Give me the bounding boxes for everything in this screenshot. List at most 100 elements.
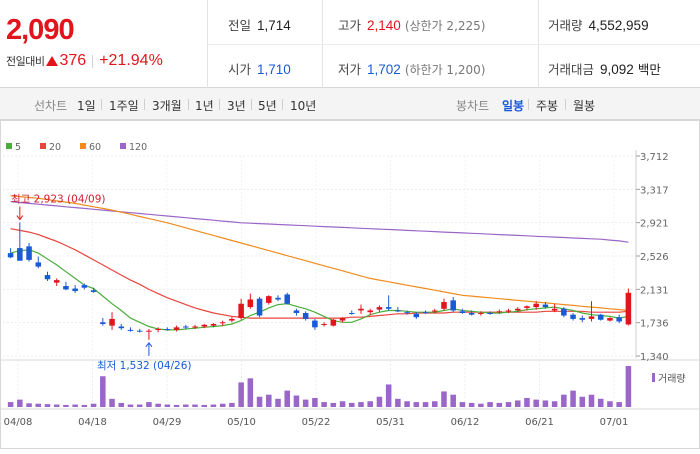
candle-body: [588, 316, 595, 319]
up-triangle-icon: [46, 56, 59, 66]
candle-body: [551, 308, 558, 311]
candle-body: [597, 314, 604, 320]
volume-bar: [330, 402, 337, 407]
price-change-row: 전일대비 376 +21.94%: [6, 52, 163, 70]
candle-body: [505, 310, 512, 312]
stat-value: 4,552,959: [588, 18, 649, 33]
volume-bar: [63, 404, 69, 407]
y-tick-label: 1,736: [640, 319, 669, 330]
volume-bar: [367, 401, 373, 407]
candle-body: [229, 318, 235, 321]
stat-label: 고가: [338, 18, 362, 33]
candle-body: [514, 308, 521, 311]
period-1y[interactable]: 1년: [195, 99, 214, 113]
candle-body: [256, 298, 263, 316]
volume-bar: [81, 404, 88, 407]
stat-volume: 거래량 4,552,959: [548, 15, 649, 34]
volume-bar: [229, 402, 235, 407]
stat-value: 2,140: [367, 18, 401, 33]
candle-body: [53, 280, 60, 283]
candle-body: [385, 307, 392, 309]
volume-bar: [192, 404, 198, 407]
candle-body: [72, 288, 78, 292]
volume-bar: [551, 401, 558, 407]
period-10y[interactable]: 10년: [290, 99, 317, 113]
volume-bar: [450, 394, 456, 407]
legend-swatch: [120, 143, 126, 149]
volume-bar: [321, 402, 327, 407]
x-tick-label: 04/18: [78, 417, 107, 428]
candle-body: [183, 326, 189, 328]
volume-bar: [266, 394, 272, 407]
volume-bar: [616, 402, 622, 407]
volume-bar: [505, 402, 512, 407]
period-1w[interactable]: 1주일: [109, 99, 139, 113]
x-tick-label: 05/22: [302, 417, 331, 428]
divider: [528, 99, 529, 110]
volume-bar: [26, 403, 32, 407]
volume-bar: [561, 394, 567, 407]
ma5-line: [10, 249, 629, 331]
candle-body: [90, 290, 97, 292]
candle-body: [201, 324, 208, 327]
stat-label: 시가: [228, 62, 252, 77]
volume-bar: [17, 399, 23, 407]
stat-label: 저가: [338, 62, 362, 77]
period-1d[interactable]: 1일: [77, 99, 96, 113]
volume-bar: [514, 400, 521, 407]
candle-body: [422, 312, 429, 314]
change-percent: +21.94%: [99, 52, 163, 69]
candle-body: [616, 317, 622, 322]
divider: [101, 99, 102, 110]
stat-high: 고가 2,140 (상한가 2,225): [338, 15, 485, 34]
volume-bar: [579, 396, 586, 407]
candle-body: [293, 310, 300, 313]
period-3m[interactable]: 3개월: [152, 99, 182, 113]
volume-bar: [431, 401, 438, 407]
volume-bar: [302, 399, 309, 407]
candle-body: [625, 292, 632, 325]
volume-bar: [339, 401, 346, 407]
volume-bar: [173, 404, 180, 407]
candle-body: [376, 307, 383, 310]
volume-bar: [275, 398, 281, 407]
divider: [208, 44, 700, 45]
volume-bar: [127, 404, 134, 407]
candle-body: [275, 297, 281, 300]
x-tick-label: 06/21: [525, 417, 554, 428]
volume-bar: [376, 396, 383, 407]
volume-bar: [597, 398, 604, 407]
x-tick-label: 05/10: [227, 417, 256, 428]
candle-body: [413, 313, 420, 318]
candle-body: [312, 320, 318, 328]
candle-chart-label: 봉차트: [456, 99, 490, 113]
period-5y[interactable]: 5년: [258, 99, 277, 113]
legend-swatch: [80, 143, 86, 149]
volume-bar: [118, 402, 125, 407]
stat-open: 시가 1,710: [228, 59, 291, 78]
high-arrow-icon: [16, 215, 24, 221]
volume-bar: [256, 396, 263, 407]
candle-weekly[interactable]: 주봉: [536, 99, 559, 113]
stat-value: 9,092: [600, 62, 634, 77]
candle-body: [118, 326, 125, 329]
candle-body: [395, 310, 401, 312]
volume-legend-label: 거래량: [658, 373, 686, 385]
period-3y[interactable]: 3년: [227, 99, 246, 113]
stat-amount: 거래대금 9,092 백만: [548, 59, 661, 78]
volume-bar: [146, 402, 152, 407]
candle-monthly[interactable]: 월봉: [573, 99, 596, 113]
volume-bar: [542, 400, 549, 407]
volume-bar: [44, 404, 51, 407]
volume-bar: [422, 402, 429, 407]
candle-body: [404, 312, 410, 314]
candle-daily[interactable]: 일봉: [502, 99, 525, 113]
candle-body: [542, 304, 549, 308]
volume-bar: [247, 378, 254, 407]
volume-bar: [404, 401, 410, 407]
candle-body: [487, 312, 493, 314]
legend-label: 120: [129, 142, 147, 153]
change-amount: 376: [59, 52, 87, 69]
candle-body: [44, 275, 51, 280]
stat-label: 전일: [228, 18, 252, 33]
